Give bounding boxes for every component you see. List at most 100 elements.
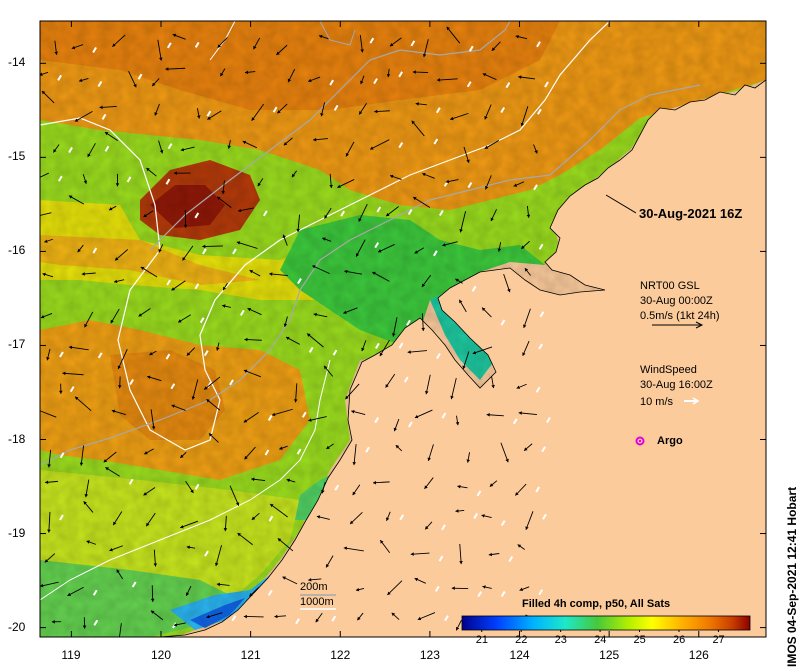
wind-arrow	[272, 106, 278, 113]
current-arrow	[312, 265, 330, 275]
wind-arrow	[441, 524, 446, 531]
current-arrow-head	[360, 49, 364, 53]
current-arrow-head	[36, 409, 39, 412]
current-arrow	[180, 520, 199, 529]
current-arrow-head	[459, 299, 463, 304]
current-arrow-head	[68, 195, 73, 199]
current-arrow-head	[308, 418, 312, 422]
current-arrow-head	[490, 217, 494, 222]
current-arrow	[157, 39, 162, 61]
current-arrow-head	[47, 529, 51, 533]
current-arrow-head	[445, 179, 450, 184]
current-arrow-head	[42, 272, 46, 277]
current-arrow-head	[313, 312, 317, 317]
current-scale-label: 0.5m/s (1kt 24h)	[640, 310, 720, 322]
current-arrow-head	[343, 546, 348, 551]
current-arrow	[450, 112, 469, 120]
current-arrow	[202, 245, 223, 247]
current-arrow-head	[386, 73, 391, 78]
lon-tick-label: 119	[61, 648, 81, 662]
current-arrow	[80, 445, 85, 466]
wind-arrow	[194, 483, 200, 490]
wind-arrow	[541, 446, 546, 453]
current-arrow	[308, 416, 327, 422]
current-arrow	[410, 552, 430, 555]
current-arrow-head	[217, 196, 221, 200]
current-arrow	[518, 412, 537, 415]
current-arrow-head	[190, 489, 194, 493]
wind-arrow	[194, 283, 200, 290]
wind-arrow	[165, 353, 171, 360]
wind-arrow	[435, 107, 441, 114]
current-arrow-head	[178, 319, 182, 323]
lat-tick-label: -17	[8, 337, 26, 352]
current-arrow-head	[79, 78, 83, 83]
timestamp-pointer	[605, 194, 637, 214]
wind-arrow	[436, 353, 441, 360]
current-arrow-head	[484, 115, 488, 120]
wind-arrow	[231, 615, 237, 622]
wind-scale-label: 10 m/s	[640, 396, 674, 408]
wind-arrow	[505, 82, 511, 89]
current-arrow	[40, 410, 57, 418]
current-arrow-head	[109, 547, 113, 552]
wind-arrow	[500, 107, 506, 114]
current-arrow-head	[413, 197, 417, 201]
current-arrow	[74, 110, 93, 122]
colorbar-tick-label: 24	[594, 634, 607, 646]
current-arrow-head	[216, 347, 220, 351]
wind-arrow	[194, 41, 200, 48]
current-arrow-head	[482, 307, 486, 311]
current-arrow-head	[282, 234, 286, 239]
colorbar-tick-label: 27	[712, 634, 725, 646]
current-arrow-head	[358, 218, 362, 222]
current-arrow-head	[204, 386, 208, 390]
wind-arrow	[374, 417, 380, 424]
lat-tick-label: -18	[8, 431, 26, 446]
current-arrow-head	[244, 455, 248, 460]
current-arrow-head	[455, 421, 460, 426]
current-arrow-head	[484, 145, 489, 149]
wind-arrow	[536, 41, 541, 48]
contour-1000m	[40, 21, 611, 451]
current-arrow-head	[44, 239, 48, 243]
lon-tick-label: 122	[330, 648, 351, 662]
current-arrow	[67, 586, 84, 597]
wind-arrow	[129, 378, 134, 385]
current-arrow-head	[183, 224, 188, 228]
land-kimberley	[159, 79, 766, 637]
wind-arrow	[203, 350, 209, 357]
current-arrow	[140, 266, 158, 278]
current-arrow-head	[87, 153, 91, 158]
current-arrow-head	[173, 171, 177, 175]
current-arrow-head	[222, 304, 226, 308]
current-arrow	[472, 346, 493, 355]
current-arrow-head	[422, 172, 426, 177]
current-arrow-head	[75, 396, 79, 401]
lon-tick-label: 125	[599, 648, 620, 662]
wind-arrow	[68, 146, 73, 154]
current-arrow-head	[117, 385, 122, 389]
colorbar-tick-label: 23	[554, 634, 567, 646]
lat-tick-label: -16	[8, 243, 26, 258]
current-arrow-head	[35, 177, 38, 180]
wind-arrow	[57, 74, 62, 81]
current-arrow-head	[326, 564, 330, 568]
current-arrow-head	[372, 480, 377, 485]
wind-arrow	[439, 210, 444, 217]
current-arrow-head	[455, 278, 459, 283]
current-arrow-head	[221, 191, 226, 195]
wind-arrow	[194, 212, 200, 219]
current-arrow-head	[84, 323, 88, 328]
current-arrow	[425, 374, 431, 395]
current-arrow-head	[386, 212, 390, 217]
current-arrow	[269, 503, 288, 518]
current-arrow-head	[180, 524, 184, 529]
wind-arrow	[239, 309, 245, 316]
wind-arrow	[166, 279, 171, 286]
wind-time: 30-Aug 16:00Z	[640, 379, 713, 391]
current-arrow-head	[395, 445, 400, 449]
current-arrow-head	[352, 461, 357, 466]
wind-arrow	[441, 412, 447, 419]
current-arrow-head	[172, 33, 177, 38]
